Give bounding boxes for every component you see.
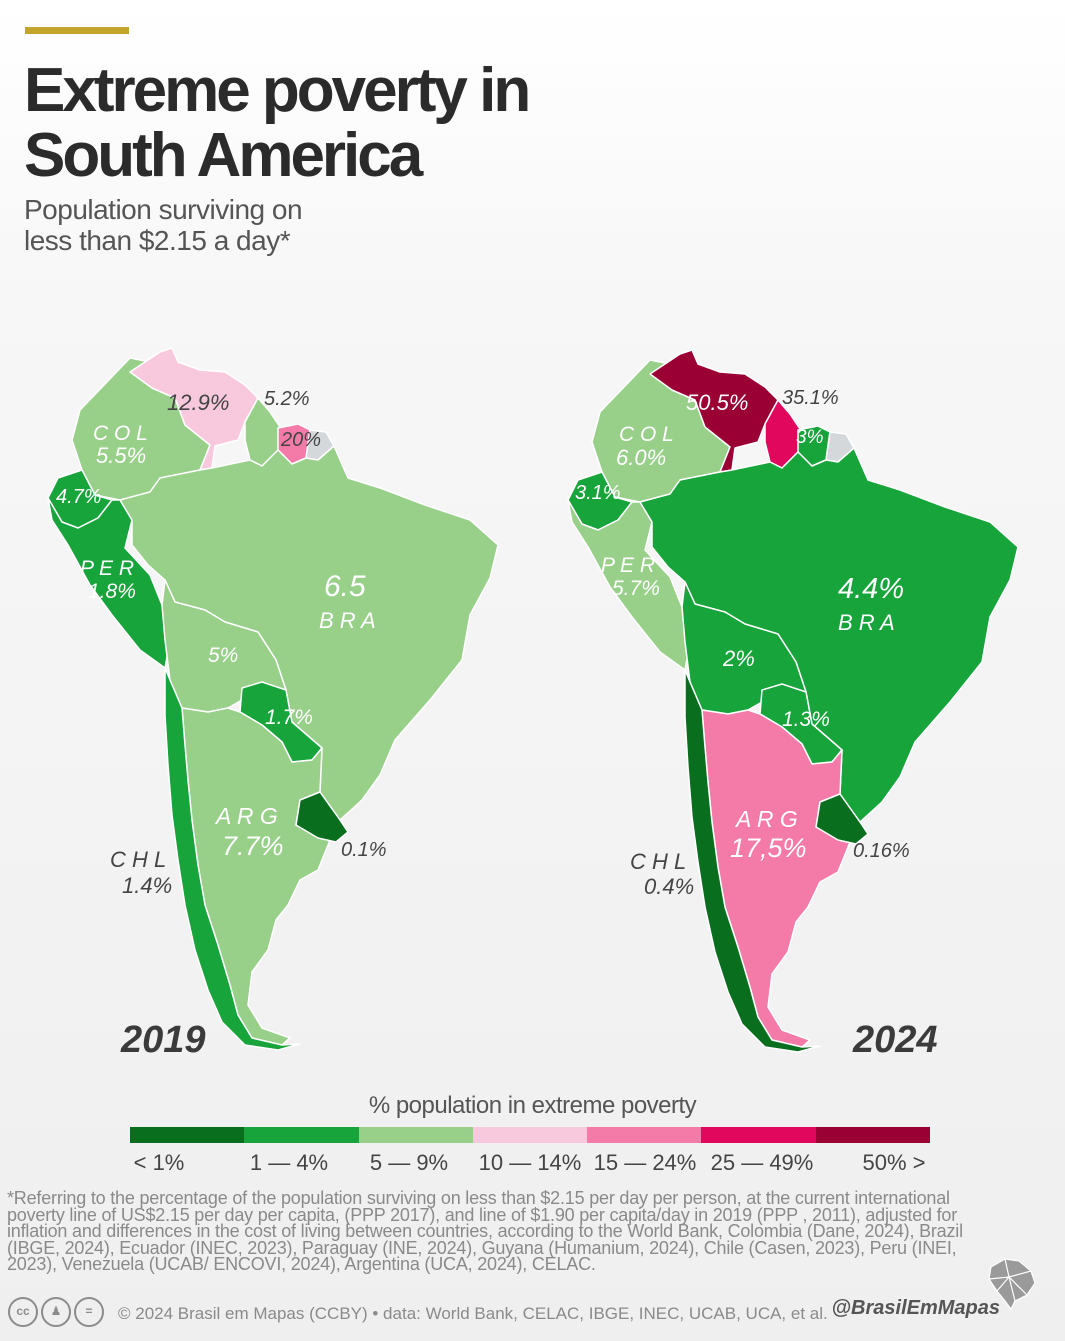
label-2024-per-val: 5.7% <box>612 577 660 600</box>
cc-icon: cc <box>8 1297 38 1327</box>
region-chile-2019 <box>164 667 301 1051</box>
label-2019-bol: 5% <box>208 644 238 667</box>
label-2024-bra-name: B R A <box>838 610 895 635</box>
label-2019-ecu: 4.7% <box>56 486 102 508</box>
label-2024-ury: 0.16% <box>853 840 910 862</box>
label-2019-chl-val: 1.4% <box>122 873 172 898</box>
region-peru-2019 <box>47 497 171 669</box>
license-icons: cc ♟ = <box>8 1297 104 1327</box>
label-2024-per-name: P E R <box>601 554 655 577</box>
year-label-2019: 2019 <box>120 1019 206 1061</box>
region-venezuela-2019 <box>129 347 259 471</box>
label-2019-col-name: C O L <box>93 422 148 445</box>
map-2019: 12.9% 5.2% 20% C O L 5.5% 4.7% P E R 1.8… <box>47 347 499 1061</box>
year-label-2024: 2024 <box>852 1019 938 1061</box>
no-derivatives-icon: = <box>74 1297 104 1327</box>
footer: cc ♟ = © 2024 Brasil em Mapas (CCBY) • d… <box>8 1297 1048 1331</box>
legend-swatch-25-49 <box>701 1127 816 1143</box>
label-2019-chl-name: C H L <box>110 847 166 872</box>
title-line-2: South America <box>24 121 423 190</box>
label-2024-arg-name: A R G <box>734 806 798 832</box>
label-2019-bra-val: 6.5 <box>324 570 366 603</box>
label-2024-pry: 1.3% <box>782 708 830 731</box>
legend-color-bar <box>130 1127 930 1143</box>
legend-swatch-1-4 <box>244 1127 359 1143</box>
region-venezuela-2024 <box>649 349 779 473</box>
map-2024-regions <box>567 349 1019 1053</box>
region-peru-2024 <box>567 499 691 671</box>
label-2019-sur: 20% <box>280 429 321 451</box>
label-2019-col-val: 5.5% <box>96 443 146 468</box>
maps-canvas: 12.9% 5.2% 20% C O L 5.5% 4.7% P E R 1.8… <box>47 347 1019 1061</box>
accent-bar <box>25 27 129 34</box>
legend-label-lt1: < 1% <box>133 1150 185 1175</box>
label-2024-arg-val: 17,5% <box>730 833 807 863</box>
label-2019-ven: 12.9% <box>167 390 229 415</box>
label-2024-chl-val: 0.4% <box>644 874 694 899</box>
legend-label-10-14: 10 — 14% <box>478 1150 582 1175</box>
legend-labels: < 1% 1 — 4% 5 — 9% 10 — 14% 15 — 24% 25 … <box>130 1150 930 1180</box>
region-chile-2024 <box>684 669 821 1053</box>
legend-swatch-50 <box>815 1127 930 1143</box>
label-2019-per-name: P E R <box>80 557 134 580</box>
title-line-1: Extreme poverty in <box>24 56 531 125</box>
page-subtitle: Population surviving on less than $2.15 … <box>24 194 424 256</box>
map-2019-regions <box>47 347 499 1051</box>
label-2024-bra-val: 4.4% <box>838 573 904 605</box>
legend-title: % population in extreme poverty <box>368 1092 697 1119</box>
region-uruguay-2019 <box>295 791 349 843</box>
legend-swatch-lt1 <box>130 1127 245 1143</box>
social-handle[interactable]: @BrasilEmMapas <box>831 1297 1000 1319</box>
label-2019-arg-val: 7.7% <box>222 831 284 861</box>
legend-swatch-15-24 <box>587 1127 702 1143</box>
legend-label-15-24: 15 — 24% <box>593 1150 697 1175</box>
label-2024-col-val: 6.0% <box>616 445 666 470</box>
label-2019-guy: 5.2% <box>264 388 310 410</box>
legend-swatch-10-14 <box>472 1127 588 1143</box>
label-2024-bol: 2% <box>722 646 755 671</box>
label-2024-guy: 35.1% <box>782 387 839 409</box>
legend-label-5-9: 5 — 9% <box>369 1150 449 1175</box>
label-2019-bra-name: B R A <box>319 608 376 633</box>
credit-text: © 2024 Brasil em Mapas (CCBY) • data: Wo… <box>118 1304 828 1323</box>
label-2024-ven: 50.5% <box>686 390 748 415</box>
footnote: *Referring to the percentage of the popu… <box>7 1188 963 1274</box>
legend-swatch-5-9 <box>358 1127 473 1143</box>
attribution-icon: ♟ <box>41 1297 71 1327</box>
subtitle-line-1: Population surviving on <box>24 194 303 225</box>
label-2024-ecu: 3.1% <box>575 482 621 504</box>
map-2024: 50.5% 35.1% 3% C O L 6.0% 3.1% P E R 5.7… <box>567 349 1019 1061</box>
label-2024-sur: 3% <box>796 427 824 448</box>
region-uruguay-2024 <box>815 793 869 845</box>
brasil-map-logo-icon <box>988 1258 1036 1311</box>
label-2019-per-val: 1.8% <box>88 580 136 603</box>
legend-label-1-4: 1 — 4% <box>249 1150 329 1175</box>
legend-label-50: 50% > <box>862 1150 926 1175</box>
label-2024-chl-name: C H L <box>630 849 686 874</box>
label-2019-arg-name: A R G <box>214 803 278 829</box>
label-2019-pry: 1.7% <box>265 706 313 729</box>
page-title: Extreme poverty in South America <box>24 58 644 188</box>
legend-label-25-49: 25 — 49% <box>710 1150 814 1175</box>
subtitle-line-2: less than $2.15 a day* <box>24 225 291 256</box>
label-2019-ury: 0.1% <box>341 839 387 861</box>
label-2024-col-name: C O L <box>619 423 674 446</box>
